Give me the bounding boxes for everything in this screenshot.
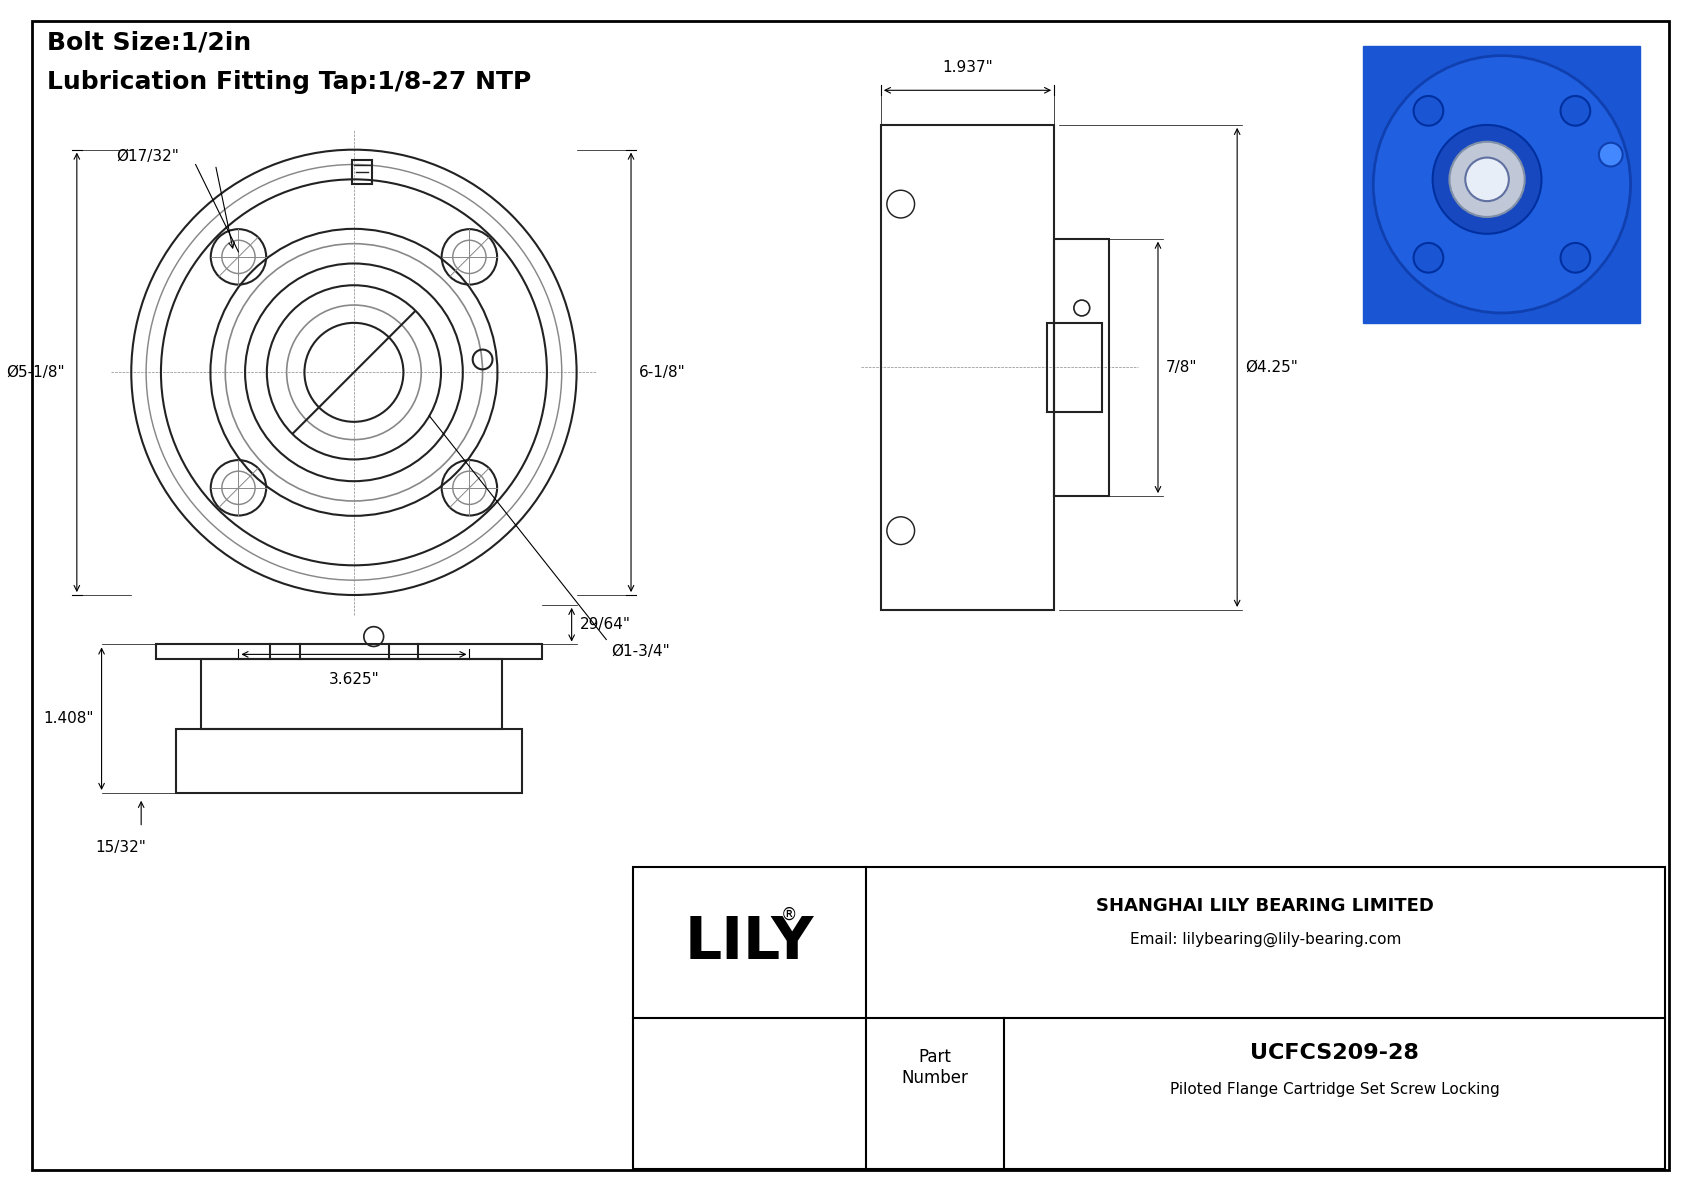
Text: 15/32": 15/32" (96, 840, 147, 855)
Bar (157, 644, 542, 660)
Circle shape (1561, 243, 1590, 273)
Circle shape (1413, 96, 1443, 126)
Text: ®: ® (781, 906, 797, 924)
Polygon shape (1364, 45, 1640, 323)
Text: Bolt Size:1/2in: Bolt Size:1/2in (47, 31, 251, 55)
Text: 29/64": 29/64" (579, 617, 630, 632)
Circle shape (1372, 56, 1630, 313)
Text: 1.408": 1.408" (44, 711, 94, 727)
Text: Piloted Flange Cartridge Set Screw Locking: Piloted Flange Cartridge Set Screw Locki… (1170, 1083, 1499, 1097)
Text: Ø4.25": Ø4.25" (1244, 360, 1298, 375)
Circle shape (1465, 157, 1509, 201)
Text: 3.625": 3.625" (328, 672, 379, 687)
Bar (200, 660, 502, 729)
Text: 6-1/8": 6-1/8" (638, 364, 685, 380)
Text: Email: lilybearing@lily-bearing.com: Email: lilybearing@lily-bearing.com (1130, 931, 1401, 947)
Text: SHANGHAI LILY BEARING LIMITED: SHANGHAI LILY BEARING LIMITED (1096, 897, 1435, 915)
Text: Ø5-1/8": Ø5-1/8" (7, 364, 66, 380)
Text: Ø1-3/4": Ø1-3/4" (611, 644, 670, 660)
Bar (352, 160, 372, 185)
Text: UCFCS209-28: UCFCS209-28 (1250, 1043, 1420, 1062)
Text: 1.937": 1.937" (941, 61, 994, 75)
Bar (175, 729, 522, 793)
Text: 7/8": 7/8" (1165, 360, 1197, 375)
Text: LILY: LILY (685, 915, 813, 971)
Circle shape (1413, 243, 1443, 273)
Text: Lubrication Fitting Tap:1/8-27 NTP: Lubrication Fitting Tap:1/8-27 NTP (47, 70, 532, 94)
Text: Part
Number: Part Number (901, 1048, 968, 1086)
Circle shape (1450, 142, 1524, 217)
Text: Ø17/32": Ø17/32" (116, 149, 179, 164)
Circle shape (1598, 143, 1623, 167)
Circle shape (1433, 125, 1541, 233)
Circle shape (1561, 96, 1590, 126)
Bar (633, 867, 1665, 1170)
